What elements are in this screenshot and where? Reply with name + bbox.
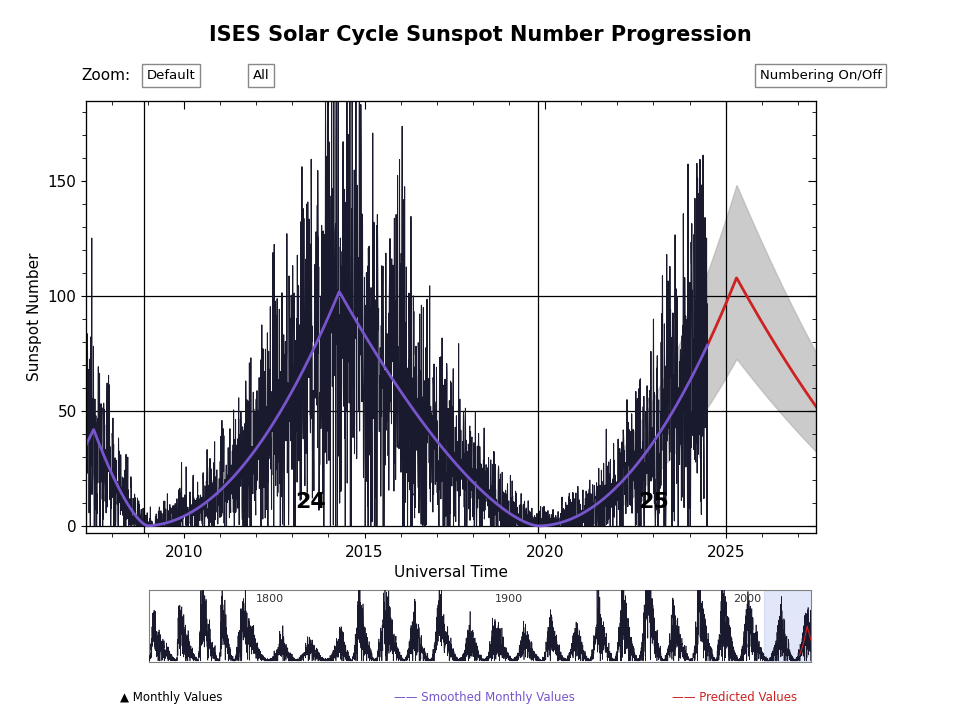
Bar <box>764 590 812 662</box>
Text: 24: 24 <box>295 492 325 512</box>
Text: All: All <box>252 69 270 82</box>
Text: Zoom:: Zoom: <box>82 68 131 83</box>
Text: —— Smoothed Monthly Values: —— Smoothed Monthly Values <box>394 691 574 704</box>
Text: Default: Default <box>147 69 195 82</box>
Y-axis label: Sunspot Number: Sunspot Number <box>27 253 42 381</box>
Text: 1800: 1800 <box>256 593 284 603</box>
X-axis label: Universal Time: Universal Time <box>395 565 508 580</box>
Text: ISES Solar Cycle Sunspot Number Progression: ISES Solar Cycle Sunspot Number Progress… <box>208 25 752 45</box>
Text: 2000: 2000 <box>732 593 761 603</box>
Text: 1900: 1900 <box>494 593 522 603</box>
Text: 25: 25 <box>638 492 669 512</box>
Text: Numbering On/Off: Numbering On/Off <box>760 69 881 82</box>
Text: ▲ Monthly Values: ▲ Monthly Values <box>120 691 223 704</box>
Text: —— Predicted Values: —— Predicted Values <box>672 691 797 704</box>
